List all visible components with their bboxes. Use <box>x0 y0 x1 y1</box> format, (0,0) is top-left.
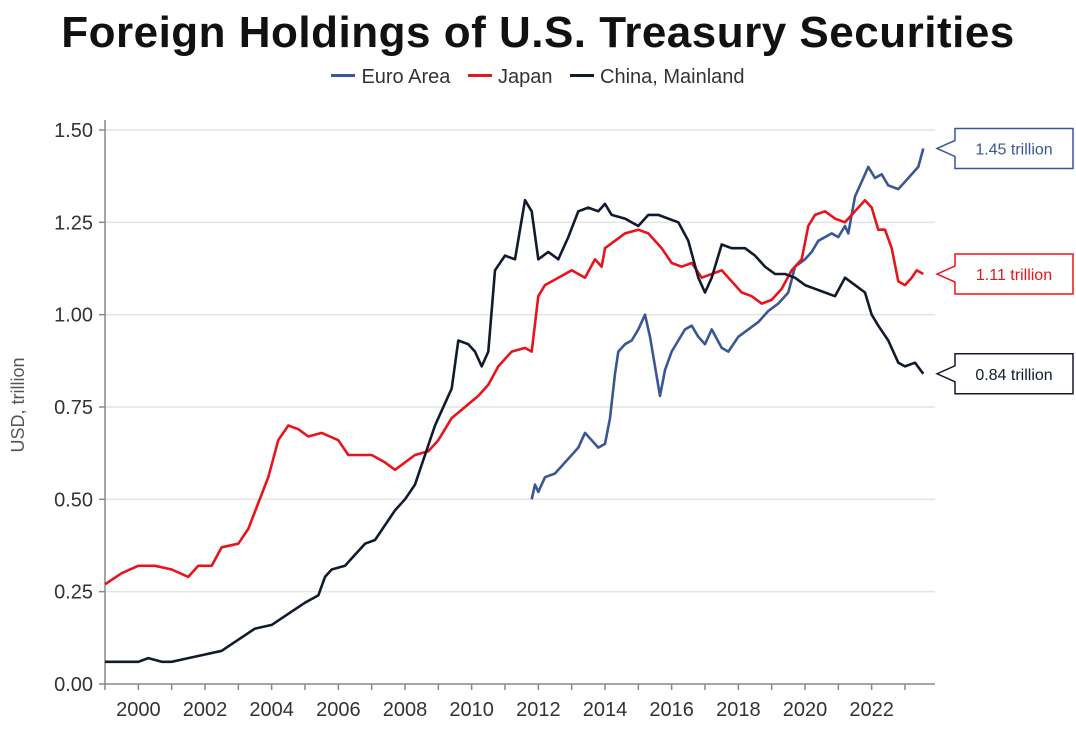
legend-swatch-euro-area <box>331 74 356 78</box>
x-tick-label-2010: 2010 <box>449 699 494 721</box>
gridlines <box>105 129 935 593</box>
x-tick-label-2012: 2012 <box>516 699 561 721</box>
legend-label-euro-area: Euro Area <box>361 66 451 88</box>
y-tick-label-0-75: 0.75 <box>54 397 93 419</box>
legend-entry-euro-area: Euro Area <box>331 66 450 89</box>
end-value-callouts: 1.45 trillion 1.11 trillion 0.84 trillion <box>935 127 1074 395</box>
x-tick-label-2014: 2014 <box>583 699 628 721</box>
x-tick-label-2002: 2002 <box>183 699 228 721</box>
callout-label-japan: 1.11 trillion <box>976 267 1052 284</box>
x-tick-label-2004: 2004 <box>249 699 294 721</box>
y-axis-label: USD, trillion <box>8 357 28 452</box>
series-line-euro-area <box>530 148 925 500</box>
callout-label-china-mainland: 0.84 trillion <box>975 367 1052 384</box>
legend-label-china: China, Mainland <box>600 66 745 88</box>
callout-box-euro-area <box>935 127 1074 170</box>
legend-entry-china: China, Mainland <box>570 66 745 89</box>
y-tick-label-0-25: 0.25 <box>54 582 93 604</box>
x-tick-label-2022: 2022 <box>849 699 894 721</box>
series-line-japan <box>104 198 924 586</box>
legend-swatch-china <box>570 74 595 78</box>
y-tick-label-1-25: 1.25 <box>54 212 93 234</box>
x-tick-label-2020: 2020 <box>783 699 828 721</box>
x-tick-label-2016: 2016 <box>649 699 694 721</box>
legend-entry-japan: Japan <box>467 66 553 89</box>
y-tick-label-1-00: 1.00 <box>54 305 93 327</box>
x-tick-label-2006: 2006 <box>316 699 361 721</box>
series-lines <box>104 148 925 664</box>
callout-label-euro-area: 1.45 trillion <box>975 141 1052 158</box>
y-axis-ticks: 0.00 0.25 0.50 0.75 1.00 1.25 1.50 <box>54 120 105 696</box>
legend-swatch-japan <box>467 74 492 78</box>
axes <box>104 120 935 685</box>
x-axis-ticks: 2000 2002 2004 2006 2008 2010 2012 2014 2016 2018… <box>104 684 906 721</box>
x-tick-label-2008: 2008 <box>383 699 428 721</box>
callout-box-japan <box>935 253 1074 295</box>
chart-title: Foreign Holdings of U.S. Treasury Securi… <box>61 8 1015 57</box>
x-tick-label-2018: 2018 <box>716 699 761 721</box>
callout-box-china-mainland <box>935 353 1074 395</box>
legend: Euro Area Japan China, Mainland <box>0 66 1076 89</box>
y-tick-label-0-00: 0.00 <box>54 674 93 696</box>
y-tick-label-0-50: 0.50 <box>54 489 93 511</box>
x-tick-label-2000: 2000 <box>116 699 161 721</box>
y-tick-label-1-50: 1.50 <box>54 120 93 142</box>
legend-label-japan: Japan <box>497 66 553 88</box>
series-line-china-mainland <box>105 198 925 664</box>
